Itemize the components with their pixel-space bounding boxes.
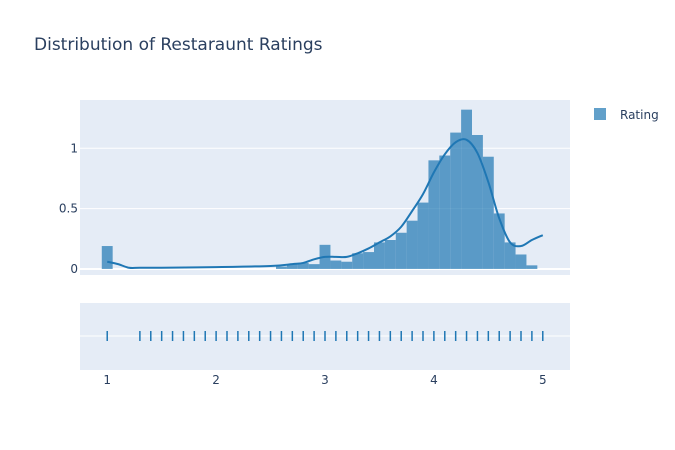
histogram-bars <box>101 109 538 269</box>
histogram-bar <box>374 242 385 269</box>
histogram-bar <box>286 264 298 269</box>
legend-swatch-rating[interactable] <box>594 108 606 120</box>
y-tick-label: 1 <box>70 141 78 155</box>
x-tick-label: 4 <box>430 373 438 387</box>
histogram-bar <box>450 132 462 269</box>
histogram-bar <box>406 220 418 269</box>
histogram-bar <box>428 160 440 269</box>
histogram-bar <box>384 240 396 269</box>
y-tick-label: 0.5 <box>59 202 78 216</box>
x-tick-label: 3 <box>321 373 329 387</box>
histogram-bar <box>395 232 407 269</box>
histogram-bar <box>352 253 364 269</box>
histogram-bar <box>341 261 353 269</box>
chart-title: Distribution of Restaraunt Ratings <box>34 35 323 55</box>
histogram-bar <box>101 246 113 269</box>
histogram-bar <box>504 242 516 269</box>
y-tick-label: 0 <box>70 262 78 276</box>
x-tick-label: 1 <box>103 373 111 387</box>
histogram-bar <box>330 260 342 269</box>
rug-marks <box>106 331 544 341</box>
histogram-bar <box>472 135 483 269</box>
histogram-bar <box>276 266 287 269</box>
histogram-bar <box>297 262 309 269</box>
x-tick-label: 5 <box>539 373 547 387</box>
histogram-bar <box>439 155 451 269</box>
legend-label-rating[interactable]: Rating <box>620 108 659 122</box>
histogram-bar <box>308 264 320 269</box>
histogram-bar <box>417 202 429 269</box>
x-axis-tick-labels: 1 2 3 4 5 <box>103 373 546 387</box>
histogram-bar <box>515 254 527 269</box>
histogram-bar <box>461 109 472 269</box>
histogram-bar <box>482 156 494 269</box>
x-tick-label: 2 <box>212 373 220 387</box>
histogram-bar <box>363 252 374 269</box>
y-axis-tick-labels: 00.51 <box>59 141 78 276</box>
histogram-bar <box>493 213 505 269</box>
density-curve <box>107 138 544 270</box>
legend[interactable]: Rating <box>594 108 659 122</box>
histogram-bar <box>526 265 538 269</box>
